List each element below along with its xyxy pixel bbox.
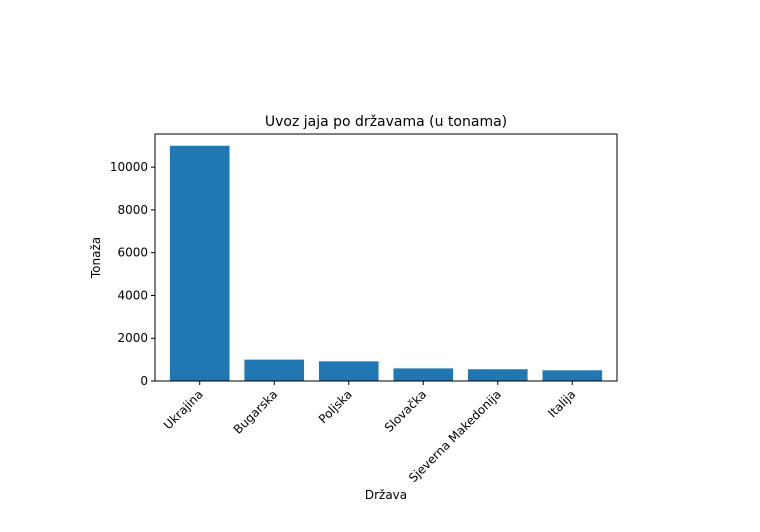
y-tick-label: 6000: [117, 246, 148, 260]
bars-group: [169, 145, 603, 381]
bar-sjeverna-makedonija: [467, 369, 528, 381]
y-tick-label: 10000: [110, 160, 148, 174]
bar-bugarska: [244, 359, 305, 381]
x-tick-label: Bugarska: [231, 387, 281, 437]
x-tick-label: Ukrajina: [161, 387, 206, 432]
x-tick-label: Slovačka: [382, 387, 430, 435]
x-tick-label: Poljska: [316, 387, 355, 426]
y-axis: 0 2000 4000 6000 8000 10000: [110, 160, 155, 388]
plot-frame: [154, 133, 618, 382]
chart-title: Uvoz jaja po državama (u tonama): [265, 114, 507, 130]
x-axis: Ukrajina Bugarska Poljska SlovačkaSjeverna …: [161, 381, 578, 485]
bar-italija: [542, 370, 603, 381]
x-tick-label: Italija: [545, 387, 578, 420]
bar-poljska: [318, 361, 379, 381]
y-axis-label: Tonaža: [89, 237, 103, 279]
y-tick-label: 4000: [117, 288, 148, 302]
y-tick-label: 8000: [117, 203, 148, 217]
x-axis-label: Država: [365, 488, 407, 502]
bar-slovačka: [393, 368, 454, 381]
bar-ukrajina: [169, 145, 230, 381]
y-tick-label: 2000: [117, 331, 148, 345]
y-tick-label: 0: [140, 374, 148, 388]
